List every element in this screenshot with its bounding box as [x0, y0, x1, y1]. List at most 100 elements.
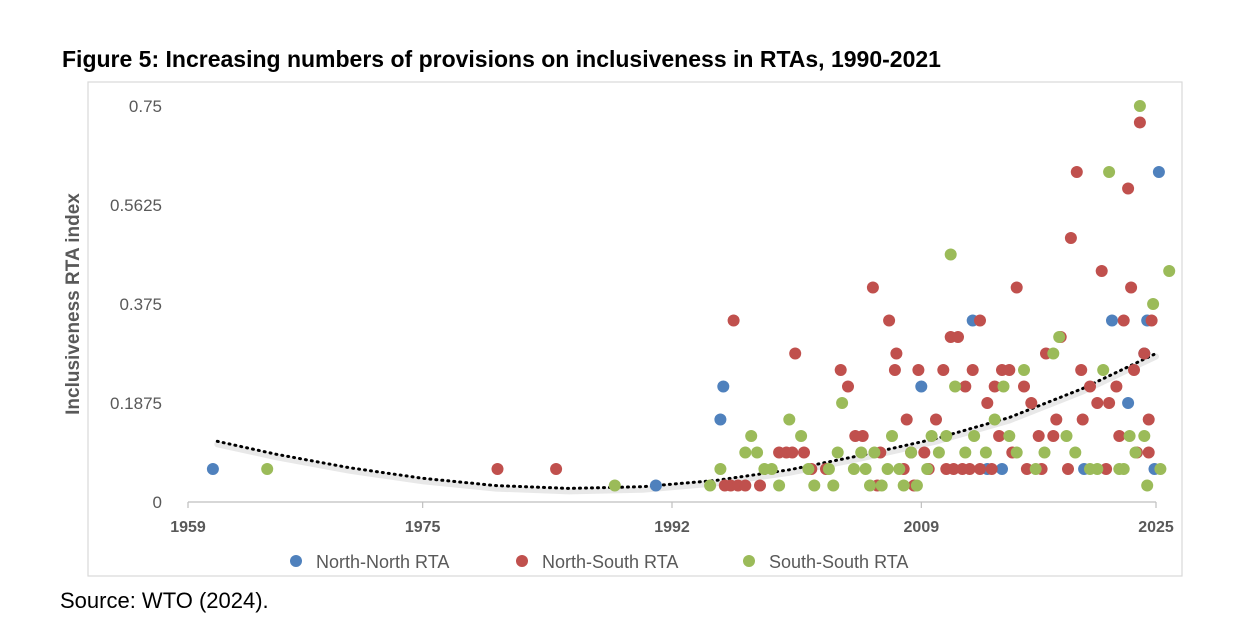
- north-north-rta-legend-marker: [290, 555, 302, 567]
- north-south-rta-point: [1125, 281, 1138, 294]
- x-tick-label: 2025: [1138, 519, 1174, 536]
- north-south-rta-point: [947, 463, 960, 475]
- south-south-rta-point: [1117, 463, 1130, 475]
- north-south-rta-point: [974, 463, 986, 475]
- south-south-rta-point: [1103, 166, 1116, 178]
- north-south-rta-point: [1075, 364, 1088, 376]
- south-south-rta-point: [949, 380, 962, 393]
- x-tick-label: 2009: [904, 519, 940, 536]
- north-south-rta-legend-label: North-South RTA: [542, 552, 678, 572]
- north-south-rta-point: [727, 314, 740, 327]
- north-south-rta-point: [1064, 232, 1077, 244]
- south-south-rta-point: [773, 479, 786, 492]
- north-north-rta-point: [1106, 314, 1118, 327]
- south-south-rta-point: [795, 430, 808, 442]
- south-south-rta-point: [1129, 446, 1142, 459]
- north-south-rta-point: [963, 463, 976, 475]
- south-south-rta-point: [1091, 463, 1104, 475]
- north-south-rta-point: [1070, 166, 1083, 178]
- south-south-rta-point: [875, 479, 888, 492]
- south-south-rta-point: [739, 446, 752, 459]
- north-south-rta-point: [866, 281, 879, 294]
- trend-line-shadow: [214, 353, 1159, 495]
- north-south-rta-point: [888, 364, 901, 376]
- north-south-rta-point: [739, 479, 752, 492]
- south-south-rta-point: [808, 479, 821, 492]
- south-south-rta-point: [608, 479, 621, 492]
- south-south-rta-point: [783, 413, 796, 426]
- south-south-rta-point: [831, 446, 844, 459]
- south-south-rta-point: [1038, 446, 1051, 459]
- north-south-rta-point: [789, 347, 802, 360]
- south-south-rta-point: [836, 397, 849, 409]
- south-south-rta-point: [925, 430, 938, 442]
- south-south-rta-point: [1138, 430, 1151, 442]
- south-south-rta-point: [827, 479, 840, 492]
- north-south-rta-point: [1110, 380, 1123, 393]
- north-south-rta-point: [937, 364, 950, 376]
- south-south-rta-point: [988, 413, 1001, 426]
- south-south-rta-point: [979, 446, 992, 459]
- south-south-rta-point: [1133, 100, 1146, 112]
- south-south-rta-point: [751, 446, 764, 459]
- north-south-rta-point: [993, 430, 1006, 442]
- north-south-rta-point: [966, 364, 979, 376]
- north-south-rta-point: [952, 331, 964, 343]
- north-north-rta-point: [206, 463, 219, 475]
- y-tick-label: 0.1875: [110, 394, 162, 413]
- south-south-rta-point: [921, 463, 934, 475]
- figure-title: Figure 5: Increasing numbers of provisio…: [62, 46, 941, 72]
- north-south-rta-point: [1003, 364, 1016, 376]
- north-south-rta-point: [1128, 364, 1140, 376]
- north-north-rta-point: [649, 479, 662, 492]
- south-south-rta-point: [886, 430, 898, 442]
- north-south-rta-point: [856, 430, 869, 442]
- north-south-rta-point: [900, 413, 913, 426]
- trend-layer: [214, 352, 1159, 495]
- north-south-rta-point: [1142, 446, 1155, 459]
- north-south-rta-point: [1062, 463, 1074, 475]
- points-layer: [206, 100, 1176, 492]
- south-south-rta-point: [714, 463, 727, 475]
- north-south-rta-point: [834, 364, 847, 376]
- north-south-rta-point: [1047, 430, 1060, 442]
- north-south-rta-point: [491, 463, 504, 475]
- south-south-rta-point: [881, 463, 894, 475]
- south-south-rta-point: [802, 463, 815, 475]
- south-south-rta-point: [1053, 331, 1066, 343]
- north-south-rta-point: [912, 364, 925, 376]
- north-south-rta-point: [1050, 413, 1063, 426]
- south-south-rta-point: [1141, 479, 1154, 492]
- south-south-rta-point: [1069, 446, 1082, 459]
- north-south-rta-point: [550, 463, 563, 475]
- north-south-rta-point: [842, 380, 854, 393]
- north-south-rta-point: [798, 446, 810, 459]
- north-south-rta-point: [786, 446, 799, 459]
- north-south-rta-point: [1142, 413, 1155, 426]
- y-tick-label: 0: [153, 493, 162, 512]
- north-north-rta-point: [915, 380, 928, 393]
- north-south-rta-point: [1117, 314, 1130, 327]
- north-south-rta-point: [1076, 413, 1089, 426]
- north-north-rta-point: [1122, 397, 1135, 409]
- north-south-rta-point: [1133, 116, 1146, 129]
- y-tick-label: 0.75: [129, 97, 162, 116]
- south-south-rta-point: [940, 430, 953, 442]
- north-south-rta-point: [1025, 397, 1038, 409]
- north-south-rta-point: [974, 314, 986, 327]
- north-south-rta-point: [1084, 380, 1096, 393]
- north-south-rta-point: [754, 479, 766, 492]
- north-south-rta-point: [1113, 430, 1126, 442]
- north-south-rta-point: [1091, 397, 1104, 409]
- north-south-rta-point: [1103, 397, 1116, 409]
- south-south-rta-point: [1097, 364, 1110, 376]
- north-north-rta-legend-label: North-North RTA: [316, 552, 449, 572]
- north-south-rta-point: [1020, 463, 1033, 475]
- y-tick-label: 0.5625: [110, 196, 162, 215]
- south-south-rta-point: [1047, 347, 1060, 360]
- south-south-rta-point: [745, 430, 758, 442]
- source-note: Source: WTO (2024).: [60, 588, 269, 613]
- north-south-rta-point: [1145, 314, 1158, 327]
- south-south-rta-point: [1003, 430, 1016, 442]
